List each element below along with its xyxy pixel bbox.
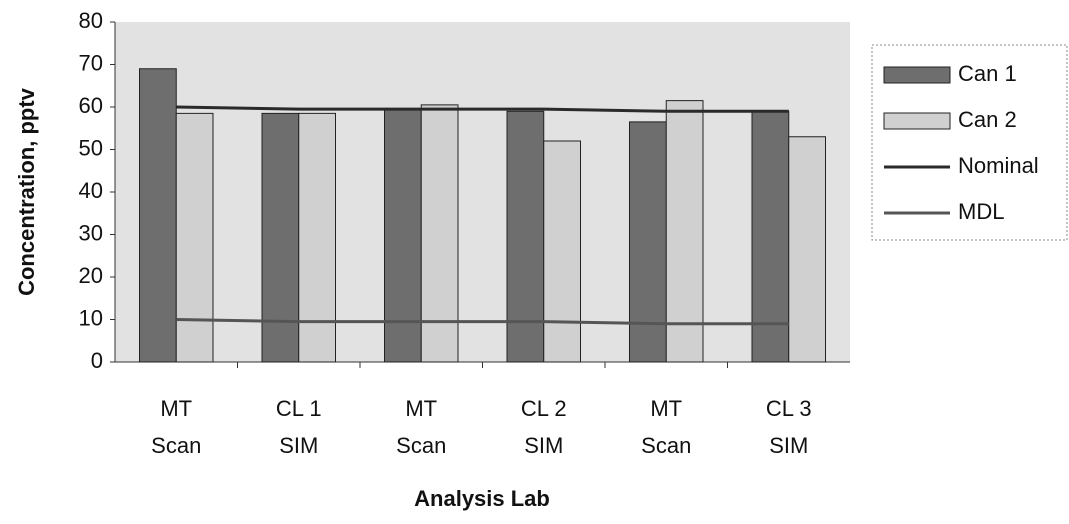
x-tick-label: MT (160, 396, 192, 421)
x-tick-label: SIM (524, 433, 563, 458)
y-tick-label: 0 (91, 348, 103, 373)
x-tick-label: CL 1 (276, 396, 322, 421)
x-tick-label: SIM (769, 433, 808, 458)
bar (384, 108, 422, 363)
y-tick-label: 50 (79, 135, 103, 160)
bar (175, 112, 214, 363)
y-axis-label: Concentration, pptv (14, 87, 39, 296)
x-tick-label: CL 2 (521, 396, 567, 421)
x-tick-label: CL 3 (766, 396, 812, 421)
bar (665, 100, 704, 363)
bar (261, 112, 300, 363)
y-tick-label: 60 (79, 93, 103, 118)
y-tick-label: 10 (79, 305, 103, 330)
y-tick-label: 80 (79, 8, 103, 33)
plot-area (115, 22, 850, 362)
legend-label: Can 1 (958, 61, 1017, 86)
x-tick-label: MT (405, 396, 437, 421)
line (176, 105, 789, 113)
bar (788, 136, 826, 363)
y-tick-label: 20 (79, 263, 103, 288)
legend-label: MDL (958, 199, 1004, 224)
x-tick-label: SIM (279, 433, 318, 458)
x-tick-label: Scan (151, 433, 201, 458)
bar (506, 110, 545, 363)
legend-label: Can 2 (958, 107, 1017, 132)
x-tick-label: MT (650, 396, 682, 421)
legend-label: Nominal (958, 153, 1039, 178)
y-tick-label: 40 (79, 178, 103, 203)
legend-swatch (883, 66, 951, 84)
bar (139, 68, 177, 363)
x-tick-label: Scan (641, 433, 691, 458)
x-axis-label: Analysis Lab (414, 486, 550, 511)
bar (298, 112, 336, 363)
bar (420, 104, 459, 363)
line (176, 318, 789, 326)
x-tick-label: Scan (396, 433, 446, 458)
y-tick-label: 70 (79, 50, 103, 75)
bar (543, 140, 581, 363)
legend-swatch (883, 112, 951, 130)
y-tick-label: 30 (79, 220, 103, 245)
bar (629, 121, 667, 363)
